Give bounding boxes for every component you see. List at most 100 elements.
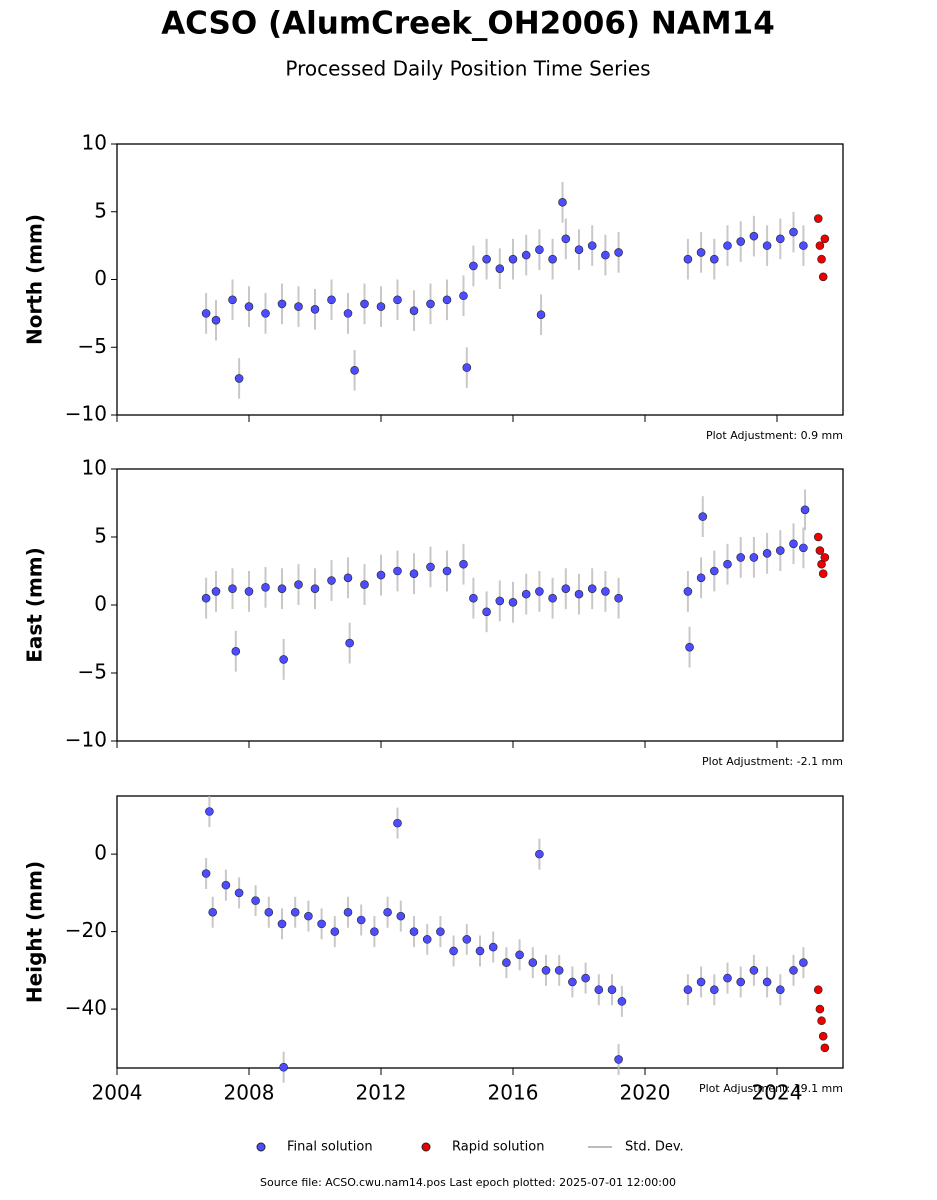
data-point	[221, 880, 231, 890]
data-point	[290, 907, 300, 917]
plot-frame	[116, 795, 844, 1069]
data-point	[409, 306, 419, 315]
data-point	[294, 302, 303, 311]
data-point	[508, 597, 518, 607]
data-point	[264, 907, 274, 917]
plot-adjustment: Plot Adjustment: 19.1 mm	[699, 1082, 843, 1095]
data-point	[393, 295, 402, 305]
data-point	[607, 985, 617, 995]
y-axis-label: North (mm)	[23, 214, 47, 345]
data-point	[383, 907, 392, 917]
plot-frame	[116, 143, 844, 416]
legend-marker	[256, 1142, 266, 1152]
plot-adjustment: Plot Adjustment: -2.1 mm	[702, 755, 843, 768]
data-point	[495, 264, 505, 273]
data-point	[244, 587, 254, 596]
data-point	[393, 818, 402, 828]
data-point	[736, 977, 746, 987]
data-point	[775, 546, 785, 555]
data-point	[343, 907, 353, 917]
data-point	[736, 553, 746, 562]
data-point	[502, 958, 511, 967]
data-point	[749, 231, 759, 241]
data-point	[330, 927, 340, 936]
data-point	[521, 589, 531, 599]
data-point	[587, 241, 597, 250]
data-point	[749, 966, 759, 975]
data-point	[799, 958, 808, 967]
data-point	[462, 363, 472, 372]
data-point	[201, 869, 211, 878]
y-axis-label: East (mm)	[23, 547, 47, 663]
data-point	[495, 596, 505, 606]
data-point	[327, 295, 336, 305]
data-point	[469, 593, 478, 603]
x-tick-label: 2016	[488, 1081, 539, 1105]
data-point	[820, 1043, 830, 1053]
data-point	[205, 807, 214, 816]
data-point	[696, 977, 706, 987]
data-point	[789, 539, 798, 549]
data-point	[813, 532, 823, 542]
data-point	[228, 295, 237, 305]
data-point	[789, 227, 798, 237]
x-tick-label: 2024	[752, 1081, 803, 1105]
data-point	[422, 935, 432, 944]
data-point	[409, 569, 419, 579]
data-point	[723, 973, 732, 983]
data-point	[558, 197, 567, 207]
y-tick-label: 0	[94, 841, 107, 865]
data-point	[574, 245, 584, 254]
x-tick-label: 2012	[356, 1081, 407, 1105]
figure-title: ACSO (AlumCreek_OH2006) NAM14	[161, 6, 775, 42]
data-point	[211, 587, 221, 596]
data-point	[709, 254, 719, 264]
data-point	[528, 958, 538, 967]
data-point	[251, 896, 260, 905]
data-point	[775, 234, 785, 244]
data-point	[736, 237, 746, 246]
data-point	[536, 310, 546, 320]
data-point	[211, 315, 221, 325]
data-point	[396, 911, 406, 921]
data-point	[617, 997, 627, 1006]
data-point	[535, 587, 544, 596]
data-point	[317, 919, 326, 929]
data-point	[820, 553, 830, 562]
data-point	[244, 302, 254, 311]
data-point	[482, 607, 491, 617]
data-point	[208, 907, 217, 917]
data-point	[818, 1031, 828, 1041]
data-point	[817, 559, 826, 569]
data-point	[749, 553, 759, 562]
data-point	[698, 512, 708, 521]
data-point	[234, 888, 244, 898]
data-point	[475, 946, 485, 956]
data-point	[614, 1055, 623, 1064]
y-tick-label: 0	[94, 266, 107, 290]
data-point	[696, 248, 706, 257]
data-point	[459, 291, 468, 301]
data-point	[548, 254, 557, 264]
plot-frame	[116, 468, 844, 742]
data-point	[376, 570, 386, 580]
y-tick-label: −5	[78, 334, 107, 358]
data-point	[304, 911, 313, 921]
data-point	[442, 566, 452, 576]
x-tick-label: 2008	[224, 1081, 275, 1105]
data-point	[535, 245, 544, 254]
plot-adjustment: Plot Adjustment: 0.9 mm	[706, 429, 843, 442]
data-point	[762, 977, 772, 987]
data-point	[789, 966, 798, 975]
data-point	[393, 566, 402, 576]
data-point	[535, 849, 544, 859]
data-point	[449, 946, 458, 956]
data-point	[294, 580, 303, 589]
figure-subtitle: Processed Daily Position Time Series	[285, 57, 650, 81]
legend: Final solution Rapid solution Std. Dev.	[256, 1140, 684, 1155]
data-point	[683, 985, 693, 995]
data-point	[442, 295, 452, 305]
legend-label: Final solution	[287, 1140, 373, 1155]
data-point	[310, 584, 320, 593]
data-point	[813, 985, 823, 995]
